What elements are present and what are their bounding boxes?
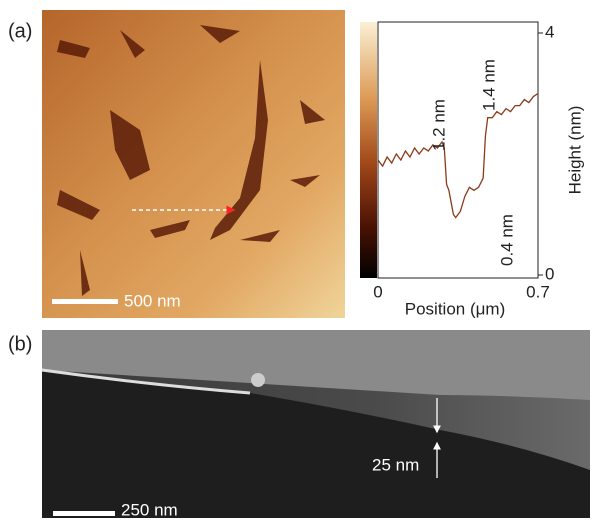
thickness-label: 25 nm [372, 455, 419, 474]
x-axis-label: Position (μm) [405, 299, 505, 318]
y-tick-label: 4 [545, 22, 554, 41]
x-tick-label: 0 [373, 282, 382, 301]
panel-label: (a) [8, 20, 32, 42]
colorbar [360, 22, 377, 278]
profile-line [378, 94, 538, 218]
scale-bar-label: 500 nm [124, 291, 181, 310]
figure: (a) 500 nm (b) 25 nm 250 nm 00.704Positi… [0, 0, 594, 521]
x-tick-label: 0.7 [526, 282, 550, 301]
annotation: 1.4 nm [479, 59, 498, 111]
y-axis-label: Height (nm) [565, 106, 584, 195]
panel-label: (b) [8, 333, 32, 355]
y-tick-label: 0 [545, 264, 554, 283]
scale-bar-label: 250 nm [121, 500, 178, 519]
afm-image [42, 10, 345, 318]
sem-image [42, 330, 590, 518]
annotation: 0.4 nm [497, 214, 516, 266]
annotation: 1.2 nm [429, 99, 448, 151]
